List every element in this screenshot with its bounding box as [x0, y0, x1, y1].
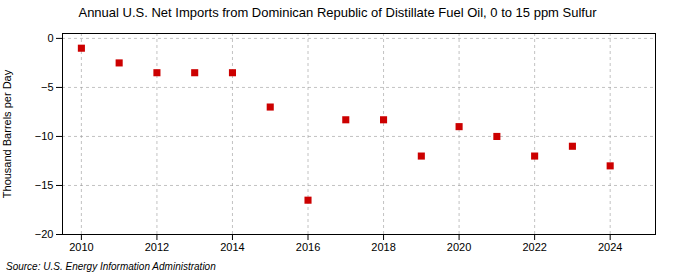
svg-text:2024: 2024 — [598, 241, 622, 253]
svg-text:0: 0 — [47, 32, 53, 44]
svg-text:−5: −5 — [41, 81, 54, 93]
svg-text:2010: 2010 — [69, 241, 93, 253]
svg-text:Thousand Barrels per Day: Thousand Barrels per Day — [1, 69, 13, 198]
svg-text:−20: −20 — [35, 228, 54, 240]
html-text:Annual U.S. Net Imports from D: Annual U.S. Net Imports from Dominican R… — [78, 5, 597, 20]
svg-text:2022: 2022 — [522, 241, 546, 253]
svg-text:2014: 2014 — [220, 241, 244, 253]
svg-text:2020: 2020 — [447, 241, 471, 253]
svg-text:−10: −10 — [35, 130, 54, 142]
svg-text:2012: 2012 — [145, 241, 169, 253]
svg-text:2016: 2016 — [296, 241, 320, 253]
svg-text:−15: −15 — [35, 179, 54, 191]
html-text:Source: U.S. Energy Informatio: Source: U.S. Energy Information Administ… — [6, 261, 216, 272]
svg-text:2018: 2018 — [371, 241, 395, 253]
